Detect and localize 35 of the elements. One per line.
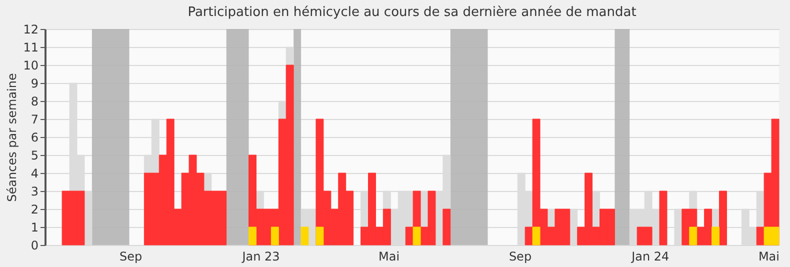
y-tick-label: 12: [23, 22, 38, 36]
bar: [689, 226, 698, 246]
y-tick-label: 2: [30, 202, 38, 216]
y-tick-label: 3: [30, 184, 38, 198]
y-tick-label: 5: [30, 148, 38, 162]
bar: [405, 226, 414, 246]
bar: [659, 190, 668, 246]
y-tick-label: 7: [30, 112, 38, 126]
x-tick-label: Mai: [758, 250, 780, 264]
y-tick-label: 10: [23, 58, 38, 72]
bar: [316, 226, 324, 246]
x-tick-label: Mai: [378, 250, 400, 264]
y-tick-label: 11: [23, 40, 38, 54]
y-tick-label: 9: [30, 76, 38, 90]
bar: [442, 208, 451, 246]
x-tick-label: Sep: [120, 250, 142, 264]
bar: [300, 226, 309, 246]
y-tick-label: 6: [30, 130, 38, 144]
y-tick-label: 1: [30, 220, 38, 234]
bar: [756, 226, 764, 246]
y-tick-label: 8: [30, 94, 38, 108]
bar: [719, 190, 727, 246]
y-tick-label: 0: [30, 238, 38, 252]
chart-title: Participation en hémicycle au cours de sa dernière année de mandat: [188, 5, 636, 20]
x-tick-label: Sep: [508, 250, 532, 264]
x-tick-label: Jan 24: [630, 250, 670, 264]
x-tick-label: Jan 23: [241, 250, 280, 264]
bar: [270, 226, 279, 246]
bar: [412, 226, 421, 246]
bar: [712, 226, 720, 246]
y-axis-title: Séances par semaine: [5, 73, 20, 202]
bar: [248, 226, 256, 246]
bar: [524, 226, 533, 246]
y-tick-label: 4: [30, 166, 38, 180]
bar: [532, 226, 540, 246]
